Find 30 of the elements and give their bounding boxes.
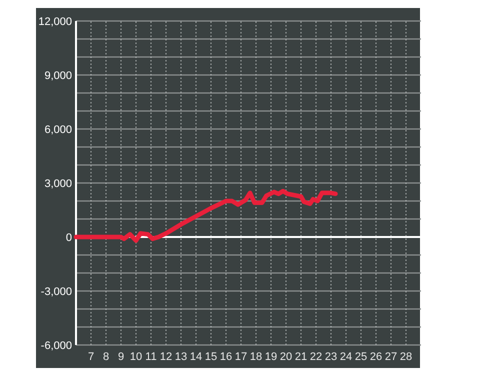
y-tick-label: 0 (66, 232, 72, 244)
x-tick-label: 7 (88, 351, 94, 363)
x-tick-label: 17 (234, 351, 248, 363)
x-tick-label: 19 (264, 351, 278, 363)
x-tick-label: 10 (130, 351, 142, 363)
x-tick-label: 9 (118, 351, 124, 363)
y-tick-label: 12,000 (38, 16, 72, 28)
x-tick-label: 14 (190, 351, 202, 363)
x-tick-label: 23 (324, 351, 338, 363)
x-tick-label: 12 (160, 351, 172, 363)
y-tick-label: 6,000 (44, 124, 72, 136)
y-tick-label: -3,000 (40, 286, 72, 298)
x-tick-label: 16 (220, 351, 232, 363)
x-tick-label: 24 (340, 351, 352, 363)
x-tick-label: 27 (384, 351, 398, 363)
x-tick-label: 15 (204, 351, 218, 363)
x-tick-label: 26 (370, 351, 382, 363)
x-tick-label: 13 (174, 351, 188, 363)
x-tick-label: 20 (280, 351, 292, 363)
x-tick-label: 8 (102, 351, 110, 363)
line-series (74, 188, 338, 243)
x-tick-label: 18 (250, 351, 262, 363)
x-tick-label: 25 (354, 351, 368, 363)
x-tick-label: 22 (310, 351, 322, 363)
x-tick-label: 11 (145, 351, 157, 363)
y-tick-label: 9,000 (44, 70, 72, 82)
y-tick-label: 3,000 (44, 178, 72, 190)
x-tick-label: 21 (294, 351, 308, 363)
x-tick-label: 28 (400, 351, 412, 363)
y-tick-label: -6,000 (40, 340, 72, 352)
